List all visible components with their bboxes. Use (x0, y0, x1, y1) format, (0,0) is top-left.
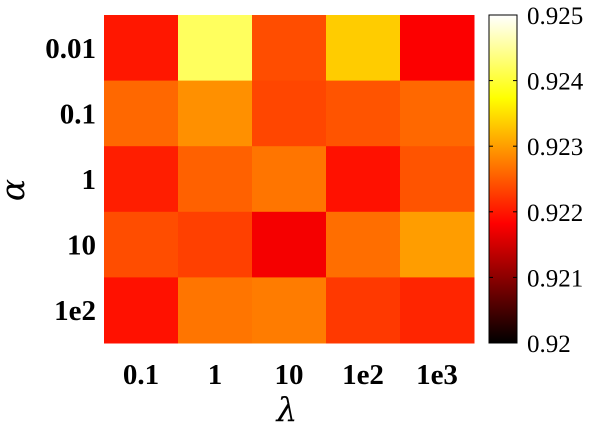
x-axis-label: λ (275, 390, 298, 429)
x-tick-labels: 0.1 1 10 1e2 1e3 (123, 359, 458, 391)
colorbar (488, 14, 518, 344)
y-axis-label: α (0, 179, 32, 201)
x-tick-label: 1e2 (342, 359, 384, 391)
heatmap-cell (178, 211, 253, 278)
heatmap-cell (326, 15, 401, 82)
heatmap-cell (104, 277, 179, 344)
heatmap-cell (178, 277, 253, 344)
x-tick-label: 1 (208, 359, 223, 391)
heatmap-cell (400, 277, 475, 344)
heatmap-cell (326, 277, 401, 344)
y-tick-label: 1 (82, 164, 97, 196)
colorbar-tick-label: 0.923 (527, 134, 583, 161)
heatmap-cell (400, 211, 475, 278)
heatmap-cell (104, 15, 179, 82)
heatmap-cell (104, 211, 179, 278)
heatmap-cell (252, 277, 327, 344)
colorbar-tick-label: 0.92 (527, 331, 571, 358)
colorbar-tick-label: 0.922 (527, 200, 583, 227)
x-tick-label: 1e3 (416, 359, 458, 391)
heatmap-cell (400, 146, 475, 213)
x-tick-label: 10 (275, 359, 304, 391)
x-tick-label: 0.1 (123, 359, 159, 391)
heatmap-cell (252, 80, 327, 147)
heatmap-cell (252, 146, 327, 213)
y-tick-label: 1e2 (54, 295, 96, 327)
heatmap-cell (104, 146, 179, 213)
y-tick-label: 10 (67, 230, 96, 262)
heatmap-cell (400, 15, 475, 82)
heatmap-cell (252, 211, 327, 278)
heatmap-cell (326, 146, 401, 213)
colorbar-ticks: 0.925 0.924 0.923 0.922 0.921 0.92 (489, 3, 584, 358)
colorbar-tick-label: 0.925 (527, 3, 583, 30)
heatmap-cell (178, 80, 253, 147)
y-tick-labels: 0.01 0.1 1 10 1e2 (45, 33, 96, 327)
colorbar-tick-label: 0.921 (527, 265, 583, 292)
colorbar-tick-label: 0.924 (527, 69, 584, 96)
heatmap-cell (252, 15, 327, 82)
heatmap-cell (178, 15, 253, 82)
heatmap-cell (326, 80, 401, 147)
heatmap-cell (400, 80, 475, 147)
y-tick-label: 0.01 (45, 33, 96, 65)
heatmap-cells (104, 15, 475, 344)
heatmap-cell (178, 146, 253, 213)
y-tick-label: 0.1 (60, 98, 96, 130)
heatmap-cell (326, 211, 401, 278)
heatmap-cell (104, 80, 179, 147)
